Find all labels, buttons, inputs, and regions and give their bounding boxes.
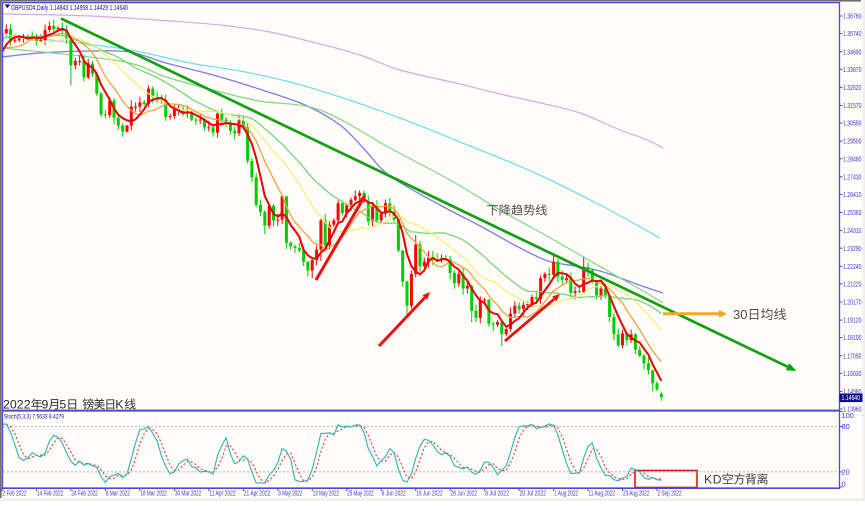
svg-text:1.20170: 1.20170 [843,298,862,307]
svg-text:1.16030: 1.16030 [843,369,862,378]
svg-text:1.36760: 1.36760 [843,12,862,21]
svg-text:20: 20 [842,468,850,477]
svg-text:11 Apr 2022: 11 Apr 2022 [209,491,235,498]
svg-text:D: D [713,473,722,487]
svg-text:8 Mar 2022: 8 Mar 2022 [106,491,130,498]
svg-text:20 Jul 2022: 20 Jul 2022 [520,491,546,498]
svg-text:1.29500: 1.29500 [843,137,862,146]
svg-text:5: 5 [59,398,66,412]
svg-text:1.14980: 1.14980 [843,387,862,396]
svg-text:28 Jun 2022: 28 Jun 2022 [451,491,477,498]
svg-text:1.24310: 1.24310 [843,226,862,235]
svg-text:3: 3 [733,307,740,322]
svg-text:2 Feb 2022: 2 Feb 2022 [3,491,27,498]
svg-text:1.34690: 1.34690 [843,47,862,56]
svg-text:2 Sep 2022: 2 Sep 2022 [658,491,682,498]
svg-text:1.17050: 1.17050 [843,351,862,360]
svg-text:0: 0 [842,480,846,489]
svg-text:21 Apr 2022: 21 Apr 2022 [244,491,270,498]
svg-text:100: 100 [842,411,854,420]
svg-text:25 May 2022: 25 May 2022 [347,491,373,498]
svg-text:1.13960: 1.13960 [843,405,862,414]
svg-text:1.28480: 1.28480 [843,154,862,163]
svg-text:3 May 2022: 3 May 2022 [278,491,302,498]
svg-text:1.23290: 1.23290 [843,244,862,253]
svg-text:16 Jun 2022: 16 Jun 2022 [416,491,442,498]
svg-text:24 Feb 2022: 24 Feb 2022 [71,491,97,498]
svg-text:1 Aug 2022: 1 Aug 2022 [554,491,578,498]
svg-text:1.32620: 1.32620 [843,83,862,92]
svg-text:18 Mar 2022: 18 Mar 2022 [140,491,166,498]
svg-text:1.25360: 1.25360 [843,208,862,217]
svg-text:GBPUSD#,Daily 1.14843 1.14958: GBPUSD#,Daily 1.14843 1.14958 1.14429 1.… [11,3,128,12]
svg-text:1.35740: 1.35740 [843,29,862,38]
svg-text:13 May 2022: 13 May 2022 [313,491,339,498]
svg-text:8 Jul 2022: 8 Jul 2022 [485,491,509,498]
svg-text:14 Feb 2022: 14 Feb 2022 [37,491,63,498]
svg-text:1.18100: 1.18100 [843,333,862,342]
svg-text:23 Aug 2022: 23 Aug 2022 [623,491,649,498]
svg-text:80: 80 [842,422,850,431]
svg-text:1.30550: 1.30550 [843,119,862,128]
svg-text:30 Mar 2022: 30 Mar 2022 [175,491,201,498]
svg-text:K: K [115,398,124,412]
svg-text:9: 9 [42,398,49,412]
svg-text:Stoch(5,3,3) 7.5633 8.4279: Stoch(5,3,3) 7.5633 8.4279 [4,414,64,421]
svg-text:6 Jun 2022: 6 Jun 2022 [382,491,406,498]
svg-text:1.33670: 1.33670 [843,65,862,74]
svg-text:0: 0 [740,307,747,322]
svg-text:11 Aug 2022: 11 Aug 2022 [589,491,615,498]
svg-text:1.22240: 1.22240 [843,262,862,271]
svg-text:1.27430: 1.27430 [843,172,862,181]
svg-text:1.26410: 1.26410 [843,190,862,199]
svg-text:1.19120: 1.19120 [843,316,862,325]
svg-text:1.21220: 1.21220 [843,280,862,289]
svg-text:1.14640: 1.14640 [842,393,861,402]
svg-text:0: 0 [10,398,17,412]
svg-text:1.31570: 1.31570 [843,101,862,110]
svg-text:2: 2 [24,398,31,412]
svg-text:K: K [704,473,712,487]
svg-text:2: 2 [3,398,10,412]
svg-text:2: 2 [17,398,24,412]
